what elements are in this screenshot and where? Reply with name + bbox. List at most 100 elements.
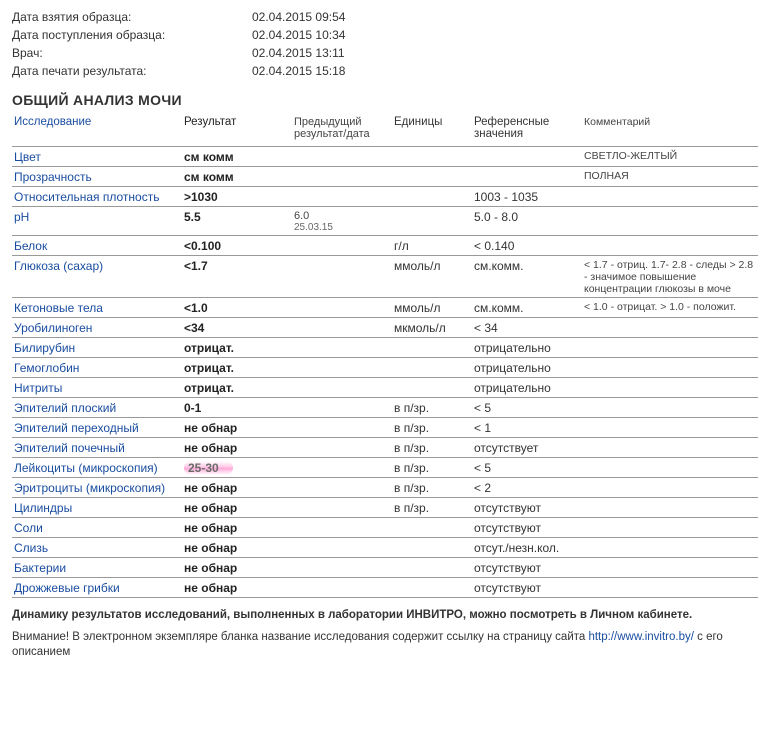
cell-ref [472, 167, 582, 187]
table-row: Нитритыотрицат.отрицательно [12, 378, 758, 398]
cell-comment [582, 187, 758, 207]
cell-prev [292, 578, 392, 598]
cell-comment [582, 478, 758, 498]
cell-prev [292, 147, 392, 167]
cell-comment [582, 207, 758, 236]
cell-ref: отсутствуют [472, 558, 582, 578]
cell-ref: см.комм. [472, 256, 582, 298]
table-row: Лейкоциты (микроскопия)25-30в п/зр.< 5 [12, 458, 758, 478]
cell-result: отрицат. [182, 358, 292, 378]
cell-result: <34 [182, 318, 292, 338]
cell-prev [292, 438, 392, 458]
cell-ref: 1003 - 1035 [472, 187, 582, 207]
cell-ref: < 34 [472, 318, 582, 338]
table-row: Уробилиноген<34 мкмоль/л< 34 [12, 318, 758, 338]
cell-ref: отрицательно [472, 338, 582, 358]
cell-test-name: Цилиндры [12, 498, 182, 518]
cell-comment [582, 378, 758, 398]
section-title: ОБЩИЙ АНАЛИЗ МОЧИ [12, 92, 758, 108]
cell-result: не обнар [182, 578, 292, 598]
cell-test-name: Цвет [12, 147, 182, 167]
cell-units [392, 207, 472, 236]
cell-test-name: Уробилиноген [12, 318, 182, 338]
cell-result: см комм [182, 147, 292, 167]
cell-ref: отсутствуют [472, 518, 582, 538]
cell-result: отрицат. [182, 338, 292, 358]
table-row: Цилиндрыне обнарв п/зр.отсутствуют [12, 498, 758, 518]
cell-ref: 5.0 - 8.0 [472, 207, 582, 236]
highlight-marker: 25-30 [184, 461, 233, 475]
table-row: Относительная плотность>10301003 - 1035 [12, 187, 758, 207]
table-row: Цветсм комм СВЕТЛО-ЖЕЛТЫЙ [12, 147, 758, 167]
col-header-units: Единицы [392, 112, 472, 147]
cell-result: не обнар [182, 558, 292, 578]
cell-units [392, 147, 472, 167]
cell-units [392, 578, 472, 598]
cell-units [392, 558, 472, 578]
cell-units: ммоль/л [392, 298, 472, 318]
cell-prev [292, 256, 392, 298]
meta-label: Дата поступления образца: [12, 26, 252, 44]
footer-link[interactable]: http://www.invitro.by/ [588, 631, 693, 643]
cell-result: не обнар [182, 418, 292, 438]
cell-units [392, 358, 472, 378]
cell-units: ммоль/л [392, 256, 472, 298]
cell-result: 25-30 [182, 458, 292, 478]
cell-ref: отсутствуют [472, 498, 582, 518]
cell-comment: СВЕТЛО-ЖЕЛТЫЙ [582, 147, 758, 167]
table-row: Эритроциты (микроскопия)не обнарв п/зр.<… [12, 478, 758, 498]
cell-result: <0.100 [182, 236, 292, 256]
col-header-ref: Референсные значения [472, 112, 582, 147]
cell-result: не обнар [182, 538, 292, 558]
cell-prev [292, 187, 392, 207]
cell-comment [582, 538, 758, 558]
cell-test-name: Эпителий плоский [12, 398, 182, 418]
table-row: Прозрачностьсм коммПОЛНАЯ [12, 167, 758, 187]
table-row: Эпителий плоский0-1в п/зр.< 5 [12, 398, 758, 418]
cell-ref: отсут./незн.кол. [472, 538, 582, 558]
cell-result: см комм [182, 167, 292, 187]
cell-prev [292, 498, 392, 518]
cell-result: >1030 [182, 187, 292, 207]
footer-prefix: Внимание! В электронном экземпляре бланк… [12, 631, 588, 643]
cell-units: в п/зр. [392, 418, 472, 438]
table-row: Эпителий переходныйне обнарв п/зр.< 1 [12, 418, 758, 438]
cell-prev [292, 338, 392, 358]
cell-test-name: Соли [12, 518, 182, 538]
cell-units: в п/зр. [392, 438, 472, 458]
table-row: Глюкоза (сахар)<1.7ммоль/лсм.комм.< 1.7 … [12, 256, 758, 298]
cell-comment [582, 358, 758, 378]
col-header-result: Результат [182, 112, 292, 147]
footer-bold: Динамику результатов исследований, выпол… [12, 608, 758, 624]
meta-row: Врач:02.04.2015 13:11 [12, 44, 758, 62]
col-header-prev: Предыдущий результат/дата [292, 112, 392, 147]
meta-value: 02.04.2015 15:18 [252, 62, 345, 80]
cell-prev [292, 418, 392, 438]
cell-units [392, 538, 472, 558]
table-header-row: Исследование Результат Предыдущий резуль… [12, 112, 758, 147]
cell-ref: < 5 [472, 398, 582, 418]
cell-prev [292, 318, 392, 338]
cell-comment [582, 418, 758, 438]
cell-comment [582, 498, 758, 518]
meta-row: Дата печати результата:02.04.2015 15:18 [12, 62, 758, 80]
cell-units: мкмоль/л [392, 318, 472, 338]
cell-units [392, 338, 472, 358]
cell-ref: < 2 [472, 478, 582, 498]
table-row: pH5.56.025.03.155.0 - 8.0 [12, 207, 758, 236]
cell-result: <1.7 [182, 256, 292, 298]
cell-test-name: Белок [12, 236, 182, 256]
cell-test-name: Слизь [12, 538, 182, 558]
cell-units: г/л [392, 236, 472, 256]
cell-prev: 6.025.03.15 [292, 207, 392, 236]
cell-units [392, 167, 472, 187]
cell-test-name: Дрожжевые грибки [12, 578, 182, 598]
cell-test-name: Эпителий почечный [12, 438, 182, 458]
cell-test-name: Нитриты [12, 378, 182, 398]
cell-result: не обнар [182, 478, 292, 498]
cell-prev [292, 518, 392, 538]
cell-ref: отрицательно [472, 358, 582, 378]
cell-comment: ПОЛНАЯ [582, 167, 758, 187]
meta-label: Дата взятия образца: [12, 8, 252, 26]
cell-comment [582, 438, 758, 458]
